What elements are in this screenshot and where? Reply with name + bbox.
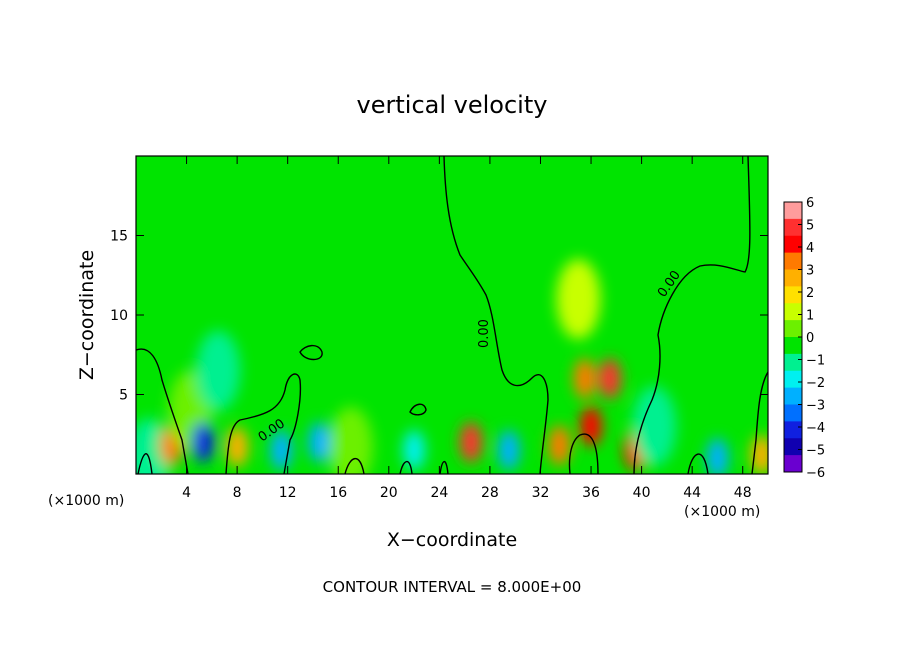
velocity-cell — [580, 406, 603, 447]
x-axis: 4 8 12 16 20 24 28 32 36 40 44 48 — [182, 156, 752, 501]
colorbar-tick-label: −6 — [806, 466, 825, 481]
footer-note: CONTOUR INTERVAL = 8.000E+00 — [323, 578, 582, 596]
contour-label: 0.00 — [477, 319, 492, 348]
colorbar-swatch — [784, 286, 802, 304]
colorbar-swatch — [784, 337, 802, 355]
colorbar-swatch — [784, 370, 802, 389]
colorbar-swatch — [784, 320, 802, 338]
zero-contours — [136, 156, 768, 474]
colorbar-tick-label: 5 — [806, 219, 814, 234]
y-tick-label: 15 — [110, 229, 128, 245]
contour-line — [443, 156, 549, 474]
x-tick-label: 44 — [683, 485, 701, 501]
x-tick-label: 12 — [279, 485, 297, 501]
y-axis-label: Z−coordinate — [76, 250, 98, 380]
velocity-cell — [459, 422, 482, 463]
colorbar-swatch — [784, 252, 802, 270]
contour-line — [137, 453, 153, 474]
x-tick-label: 32 — [532, 485, 550, 501]
velocity-cell — [556, 259, 601, 340]
x-tick-label: 24 — [430, 485, 448, 501]
velocity-cell — [191, 422, 214, 463]
velocity-cell — [548, 425, 571, 466]
contour-line — [136, 348, 189, 474]
velocity-field — [136, 259, 768, 474]
colorbar-tick-label: 0 — [806, 331, 814, 346]
contour-line — [409, 403, 427, 416]
contour-line — [751, 371, 768, 474]
y-tick-label: 5 — [119, 388, 128, 404]
colorbar: 6 5 4 3 2 1 0 −1 −2 −3 −4 −5 −6 — [783, 196, 825, 481]
x-tick-label: 40 — [633, 485, 651, 501]
contour-line — [399, 460, 413, 474]
colorbar-swatch — [784, 404, 802, 422]
colorbar-tick-label: 3 — [806, 264, 814, 279]
y-tick-label: 10 — [110, 308, 128, 324]
plot-area: 0.00 0.00 0.00 — [136, 156, 768, 474]
y-axis: 5 10 15 — [110, 229, 768, 404]
chart-title: vertical velocity — [357, 91, 548, 119]
colorbar-tick-label: −4 — [806, 421, 825, 436]
colorbar-swatch — [784, 353, 802, 372]
colorbar-swatch — [784, 218, 802, 237]
colorbar-tick-label: −1 — [806, 354, 825, 369]
colorbar-swatch — [784, 438, 802, 456]
x-tick-label: 36 — [582, 485, 600, 501]
contour-line — [439, 460, 449, 474]
colorbar-swatch — [784, 455, 802, 473]
contour-line — [568, 433, 599, 474]
contour-line — [633, 156, 751, 474]
velocity-cell — [196, 330, 241, 411]
velocity-cell — [226, 426, 249, 467]
colorbar-tick-label: 1 — [806, 309, 814, 324]
x-tick-label: 48 — [734, 485, 752, 501]
velocity-cell — [497, 430, 520, 471]
x-tick-label: 28 — [481, 485, 499, 501]
colorbar-swatch — [784, 421, 802, 439]
contour-line — [299, 344, 323, 361]
colorbar-tick-label: 4 — [806, 241, 814, 256]
x-tick-label: 20 — [380, 485, 398, 501]
velocity-cell — [328, 406, 373, 474]
x-tick-label: 4 — [182, 485, 191, 501]
x-unit-right: (×1000 m) — [684, 504, 760, 520]
colorbar-swatch — [784, 235, 802, 254]
velocity-cell — [632, 386, 677, 467]
x-tick-label: 8 — [233, 485, 242, 501]
velocity-cell — [706, 438, 729, 474]
colorbar-swatch — [784, 303, 802, 321]
x-tick-label: 16 — [329, 485, 347, 501]
colorbar-tick-label: −2 — [806, 376, 825, 391]
colorbar-swatch — [784, 387, 802, 405]
colorbar-tick-label: −5 — [806, 444, 825, 459]
colorbar-swatch — [784, 202, 802, 220]
velocity-cell — [573, 358, 596, 399]
velocity-cell — [599, 358, 621, 399]
colorbar-tick-label: 2 — [806, 286, 814, 301]
contour-line — [344, 457, 365, 474]
x-unit-left: (×1000 m) — [48, 493, 124, 509]
contour-line — [225, 373, 302, 474]
velocity-cell — [308, 422, 331, 463]
velocity-cell — [403, 430, 426, 471]
x-axis-label: X−coordinate — [387, 529, 517, 551]
colorbar-tick-label: 6 — [806, 196, 814, 211]
velocity-cell — [136, 418, 171, 474]
contour-line — [687, 453, 709, 474]
colorbar-swatch — [784, 269, 802, 287]
colorbar-tick-label: −3 — [806, 399, 825, 414]
